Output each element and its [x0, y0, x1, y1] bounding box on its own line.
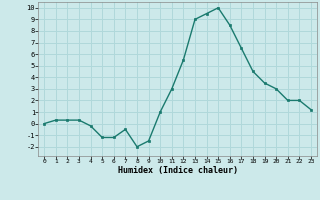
X-axis label: Humidex (Indice chaleur): Humidex (Indice chaleur) [118, 166, 238, 175]
